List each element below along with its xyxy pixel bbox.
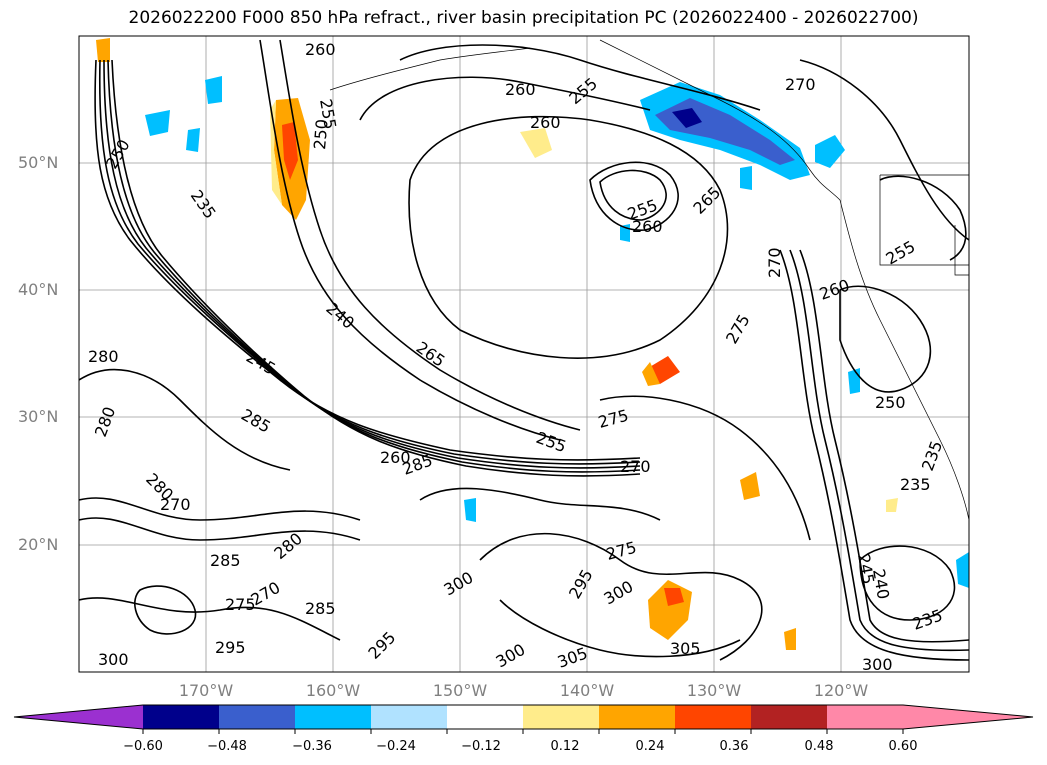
colorbar-over-arrow [903, 705, 1033, 729]
contour-label: 260 [632, 217, 663, 236]
contour-label: 235 [900, 475, 931, 494]
colorbar-cells [143, 705, 904, 729]
contour-label: 300 [862, 655, 893, 674]
longitude-label: 120°W [813, 681, 869, 700]
contour-label: 270 [620, 457, 651, 476]
fill-pos-south-core [664, 588, 684, 606]
fill-pos-mid-halo [642, 362, 660, 386]
colorbar-cell [143, 705, 220, 729]
fill-neg-w2 [205, 76, 222, 104]
longitude-label: 170°W [178, 681, 234, 700]
colorbar-cell [599, 705, 676, 729]
latitude-label: 20°N [18, 535, 59, 554]
fill-neg-e2 [848, 368, 860, 394]
coastlines [329, 39, 969, 521]
map-frame [78, 35, 970, 673]
contour-label: 270 [785, 75, 816, 94]
map-plot-area: 260 255 250 235 250 260 255 260 270 255 … [79, 36, 969, 674]
fill-neg-e1 [956, 552, 969, 588]
contour-label: 295 [215, 638, 246, 657]
longitude-label: 140°W [559, 681, 615, 700]
latitude-label: 50°N [18, 153, 59, 172]
colorbar-cell [523, 705, 600, 729]
contour-label: 250 [310, 118, 332, 150]
colorbar-label: −0.24 [376, 739, 416, 754]
fill-pos-nw2 [520, 128, 552, 158]
refractivity-contours [79, 39, 969, 661]
colorbar-label: 0.36 [719, 739, 749, 754]
colorbar [13, 704, 1034, 734]
colorbar-cell [751, 705, 828, 729]
fill-pos-west-halo [270, 100, 282, 205]
colorbar-label: 0.60 [888, 739, 918, 754]
fill-neg-w3 [186, 128, 200, 152]
colorbar-under-arrow [14, 705, 143, 729]
fill-pos-sw [740, 472, 760, 500]
fill-alaska-panhandle-core [672, 108, 702, 128]
colorbar-cell [219, 705, 296, 729]
contour-label: 285 [210, 551, 241, 570]
fill-neg-e3 [740, 166, 752, 190]
contour-label: 275 [225, 595, 256, 614]
fill-pos-west-core [282, 122, 298, 180]
colorbar-cell [371, 705, 448, 729]
fill-pos-e5 [886, 498, 898, 512]
longitude-label: 160°W [305, 681, 361, 700]
colorbar-label: 0.24 [635, 739, 665, 754]
contour-label: 305 [670, 639, 701, 658]
colorbar-label: 0.48 [804, 739, 834, 754]
fill-pos-e6 [784, 628, 796, 650]
colorbar-label: −0.36 [292, 739, 332, 754]
contour-label: 260 [305, 40, 336, 59]
map-title: 2026022200 F000 850 hPa refract., river … [128, 8, 919, 28]
latitude-label: 40°N [18, 280, 59, 299]
longitude-label: 150°W [432, 681, 488, 700]
contour-label: 260 [380, 448, 411, 467]
colorbar-cell [447, 705, 524, 729]
contour-label: 270 [160, 495, 191, 514]
colorbar-cell [295, 705, 372, 729]
colorbar-cell [827, 705, 904, 729]
contour-label: 280 [88, 347, 119, 366]
colorbar-ticks [142, 729, 904, 734]
contour-label: 250 [875, 393, 906, 412]
precip-fill [96, 38, 969, 650]
colorbar-label: −0.60 [123, 739, 163, 754]
longitude-label: 130°W [686, 681, 742, 700]
colorbar-label: −0.12 [461, 739, 501, 754]
contour-label: 260 [530, 113, 561, 132]
fill-neg-w1 [145, 110, 170, 136]
fill-pos-nw [96, 38, 110, 62]
fill-bc-coast [815, 135, 845, 168]
colorbar-cell [675, 705, 752, 729]
contour-label: 260 [505, 80, 536, 99]
contour-label: 285 [305, 599, 336, 618]
contour-label: 270 [765, 247, 784, 278]
contour-label: 300 [98, 650, 129, 669]
colorbar-outline [13, 704, 1034, 730]
colorbar-label: −0.48 [207, 739, 247, 754]
fill-neg-s1 [464, 498, 476, 522]
latitude-label: 30°N [18, 407, 59, 426]
colorbar-label: 0.12 [550, 739, 580, 754]
